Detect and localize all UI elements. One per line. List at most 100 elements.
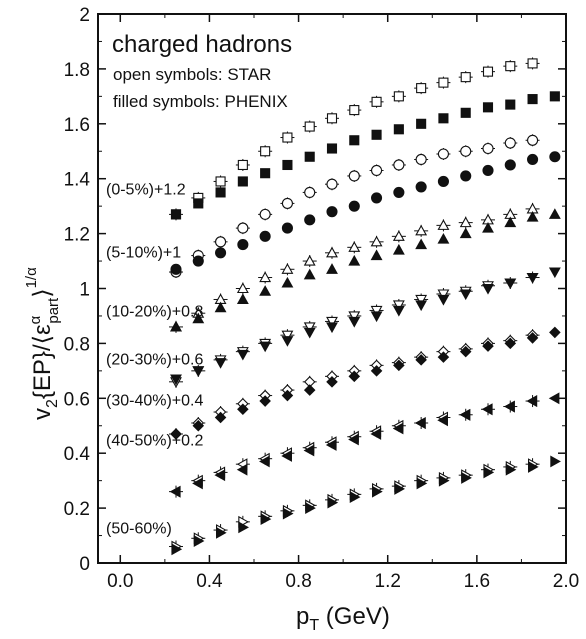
phenix-point [393, 359, 405, 372]
series-group [169, 267, 561, 388]
phenix-point [193, 535, 205, 547]
series-group [169, 392, 560, 498]
star-point [281, 197, 293, 209]
phenix-point [348, 254, 361, 266]
phenix-point [549, 151, 561, 163]
phenix-point [549, 326, 561, 339]
x-tick-label: 1.2 [375, 571, 401, 592]
star-point [282, 132, 293, 143]
phenix-point [393, 124, 404, 135]
phenix-point [461, 471, 472, 484]
phenix-point [527, 94, 538, 105]
star-point [415, 153, 427, 166]
phenix-point [459, 227, 472, 239]
phenix-point [236, 293, 249, 305]
x-tick-label: 2.0 [553, 571, 579, 592]
series-label: (10-20%)+0.8 [106, 303, 203, 320]
phenix-point [215, 187, 226, 198]
phenix-point [192, 419, 205, 432]
phenix-point [326, 263, 338, 274]
series-group [169, 57, 560, 221]
y-tick-label: 1.4 [64, 170, 91, 191]
y-tick-label: 0 [79, 554, 90, 575]
phenix-point [394, 482, 405, 495]
tick-labels: 0.0 0.4 0.8 1.2 1.6 2.0 0 0.2 0.4 0.6 0.8 1 1.2 1.4 1.… [64, 5, 580, 592]
x-axis-title-unit: (GeV) [319, 603, 390, 630]
star-point [437, 219, 450, 230]
y-tick-label: 1.2 [64, 225, 90, 246]
phenix-point [192, 477, 203, 490]
phenix-point [326, 376, 338, 388]
phenix-point [259, 285, 272, 296]
star-point [348, 311, 361, 323]
phenix-point [238, 521, 249, 534]
phenix-point [192, 366, 205, 377]
star-point [259, 208, 271, 220]
annotation-main: charged hadrons [112, 31, 292, 58]
star-point [281, 330, 294, 342]
phenix-point [303, 444, 315, 457]
series-group [169, 202, 561, 333]
phenix-point [482, 340, 494, 352]
star-point [393, 159, 405, 171]
phenix-point [281, 389, 294, 402]
star-point [304, 121, 315, 132]
phenix-point [237, 403, 249, 416]
star-point [438, 77, 449, 88]
phenix-point [349, 135, 360, 146]
phenix-point [216, 526, 227, 539]
phenix-point [393, 186, 405, 198]
star-point [348, 241, 361, 252]
star-point [237, 222, 249, 234]
phenix-point [281, 276, 294, 288]
x-tick-label: 0.8 [285, 571, 311, 592]
star-point [415, 294, 428, 306]
phenix-point [193, 198, 204, 209]
phenix-point [527, 153, 539, 166]
y-tick-label: 0.4 [64, 444, 91, 465]
star-point [437, 148, 449, 160]
phenix-point [526, 272, 539, 284]
phenix-point [526, 395, 538, 407]
phenix-point [170, 209, 182, 220]
phenix-point [214, 301, 227, 313]
phenix-point [325, 439, 337, 451]
data-marks: (0-5%)+1.2 (5-10%)+1 (10-20%)+0.8 (20-30%)+… [106, 57, 561, 556]
star-point [504, 137, 516, 149]
star-point [349, 105, 360, 116]
phenix-point [504, 216, 517, 228]
x-axis-title-p: p [296, 603, 309, 630]
phenix-point [260, 168, 271, 179]
phenix-point [505, 99, 516, 110]
phenix-point [415, 417, 426, 429]
y-axis-title-close: ⟩ [29, 288, 56, 297]
phenix-point [548, 392, 560, 405]
phenix-point [304, 151, 315, 162]
annotation-open-symbols: open symbols: STAR [113, 65, 271, 84]
y-tick-label: 0.2 [64, 499, 90, 520]
y-tick-label: 1.6 [64, 115, 90, 136]
phenix-point [392, 243, 405, 255]
phenix-point [370, 311, 383, 323]
phenix-point [259, 455, 270, 468]
star-point [371, 96, 382, 107]
series-label: (5-10%)+1 [106, 244, 181, 261]
phenix-point [237, 239, 249, 251]
phenix-point [372, 485, 383, 498]
star-point [505, 61, 516, 72]
phenix-point [549, 91, 560, 102]
phenix-point [504, 278, 517, 290]
y-axis-title-sub2: 2 [44, 399, 61, 408]
phenix-point [526, 210, 539, 222]
phenix-point [459, 345, 472, 358]
x-tick-label: 0.0 [107, 571, 133, 592]
phenix-point [282, 159, 293, 171]
phenix-point [259, 341, 272, 353]
phenix-point [392, 422, 404, 435]
series-group [169, 326, 561, 440]
series-group [169, 455, 561, 556]
phenix-point [548, 267, 561, 279]
star-point [326, 246, 338, 258]
phenix-point [370, 249, 383, 261]
